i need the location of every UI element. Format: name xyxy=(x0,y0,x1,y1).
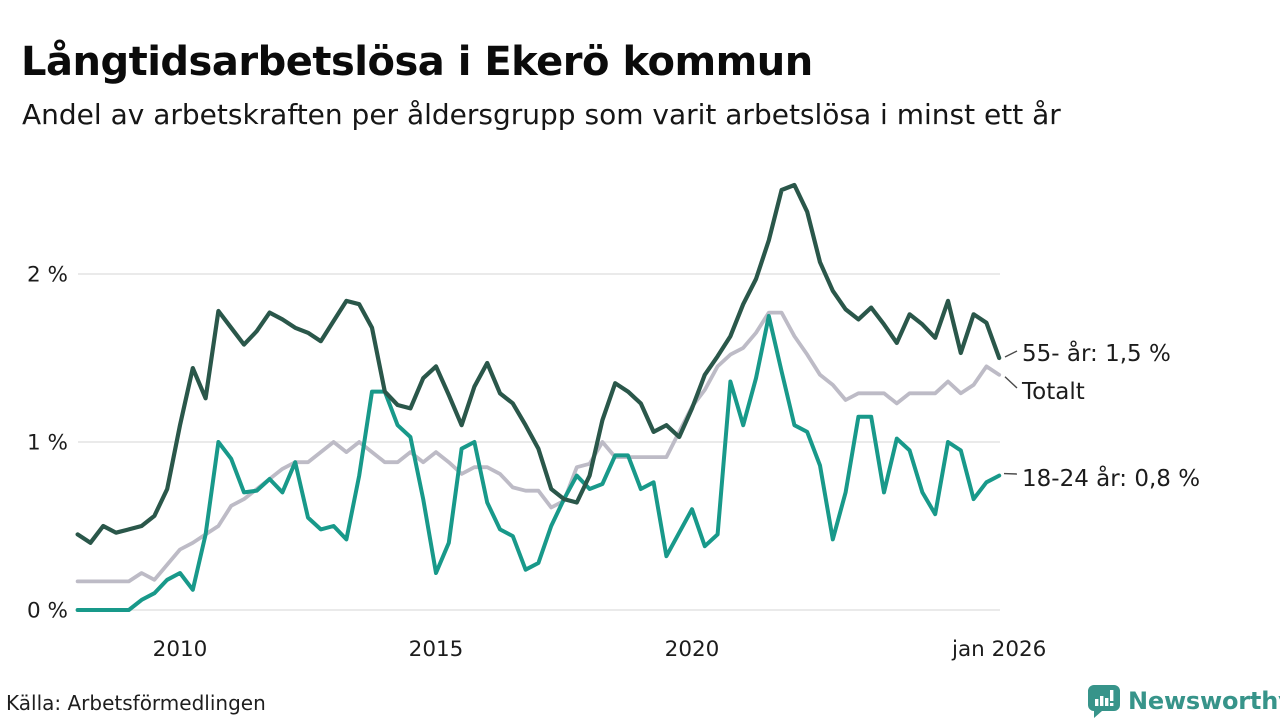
annotation-total: Totalt xyxy=(1022,379,1085,405)
series-line-total xyxy=(75,310,1002,584)
annotation-55plus: 55- år: 1,5 % xyxy=(1022,341,1171,367)
logo-exclamation xyxy=(1110,690,1114,701)
connector-55plus xyxy=(1004,350,1018,358)
annotation-18-24: 18-24 år: 0,8 % xyxy=(1022,466,1201,492)
logo-bar-3 xyxy=(1105,698,1109,706)
newsworthy-logo: Newsworthy xyxy=(1087,684,1280,718)
y-tick-label: 2 % xyxy=(27,263,68,288)
series-line-young xyxy=(75,314,1002,612)
newsworthy-logo-icon xyxy=(1088,685,1120,718)
x-tick-label: 2020 xyxy=(665,637,720,662)
gridlines xyxy=(78,273,1000,611)
x-axis-labels: 2010 2015 2020 jan 2026 xyxy=(153,637,1047,662)
y-tick-label: 0 % xyxy=(27,599,68,624)
series-line-older xyxy=(75,182,1002,545)
x-tick-label: 2015 xyxy=(409,637,464,662)
y-axis-labels: 0 % 1 % 2 % xyxy=(27,263,68,624)
logo-bar-2 xyxy=(1100,696,1104,706)
logo-bar-1 xyxy=(1095,699,1099,706)
chart-title: Långtidsarbetslösa i Ekerö kommun xyxy=(21,38,813,85)
source-note: Källa: Arbetsförmedlingen xyxy=(6,691,266,715)
newsworthy-logo-text: Newsworthy xyxy=(1128,687,1280,715)
x-tick-label: jan 2026 xyxy=(951,637,1046,662)
connector-total xyxy=(1004,376,1018,389)
chart-subtitle: Andel av arbetskraften per åldersgrupp s… xyxy=(22,98,1061,131)
x-tick-label: 2010 xyxy=(153,637,208,662)
logo-exclamation-dot xyxy=(1110,703,1114,706)
y-tick-label: 1 % xyxy=(27,431,68,456)
